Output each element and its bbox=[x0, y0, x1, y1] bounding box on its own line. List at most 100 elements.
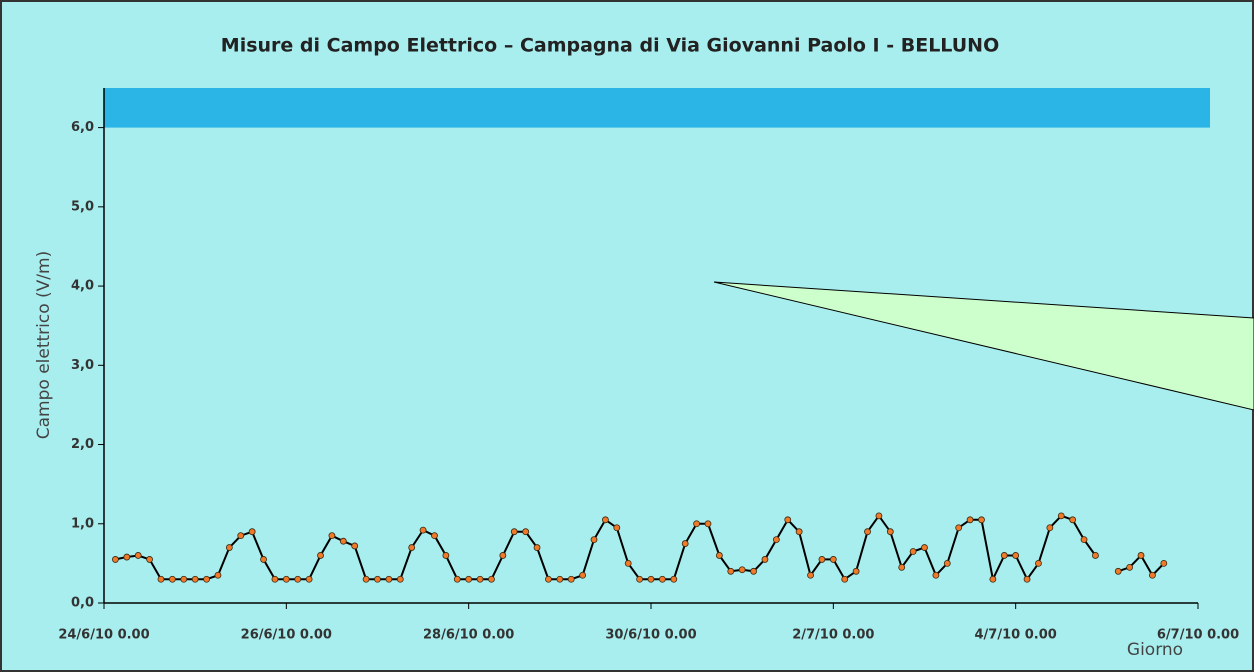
data-point bbox=[454, 576, 460, 582]
data-point bbox=[124, 554, 130, 560]
data-point bbox=[910, 549, 916, 555]
data-point bbox=[226, 545, 232, 551]
data-point bbox=[488, 576, 494, 582]
data-point bbox=[580, 572, 586, 578]
x-tick-label: 26/6/10 0.00 bbox=[241, 628, 332, 643]
data-point bbox=[1127, 564, 1133, 570]
chart-title: Misure di Campo Elettrico – Campagna di … bbox=[221, 35, 999, 57]
data-point bbox=[978, 517, 984, 523]
chart: Misure di Campo Elettrico – Campagna di … bbox=[0, 0, 1254, 672]
data-point bbox=[648, 576, 654, 582]
data-point bbox=[135, 552, 141, 558]
limit-band bbox=[104, 88, 1210, 128]
y-tick-label: 0,0 bbox=[71, 596, 94, 611]
data-point bbox=[523, 529, 529, 535]
data-point bbox=[1161, 560, 1167, 566]
data-point bbox=[568, 576, 574, 582]
x-tick-label: 2/7/10 0.00 bbox=[792, 628, 874, 643]
data-point bbox=[420, 527, 426, 533]
data-point bbox=[1024, 576, 1030, 582]
data-point bbox=[967, 517, 973, 523]
x-tick-label: 30/6/10 0.00 bbox=[605, 628, 696, 643]
data-point bbox=[147, 556, 153, 562]
data-point bbox=[238, 533, 244, 539]
data-point bbox=[956, 525, 962, 531]
data-point bbox=[283, 576, 289, 582]
data-point bbox=[625, 560, 631, 566]
data-point bbox=[671, 576, 677, 582]
data-point bbox=[899, 564, 905, 570]
y-tick-label: 2,0 bbox=[71, 437, 94, 452]
data-point bbox=[876, 513, 882, 519]
data-point bbox=[1115, 568, 1121, 574]
data-point bbox=[158, 576, 164, 582]
data-point bbox=[352, 543, 358, 549]
data-point bbox=[511, 529, 517, 535]
data-point bbox=[204, 576, 210, 582]
data-point bbox=[306, 576, 312, 582]
data-point bbox=[181, 576, 187, 582]
data-point bbox=[363, 576, 369, 582]
data-point bbox=[386, 576, 392, 582]
data-point bbox=[1058, 513, 1064, 519]
data-point bbox=[169, 576, 175, 582]
y-tick-label: 1,0 bbox=[71, 516, 94, 531]
data-point bbox=[295, 576, 301, 582]
data-point bbox=[112, 556, 118, 562]
data-point bbox=[431, 533, 437, 539]
data-point bbox=[318, 552, 324, 558]
data-point bbox=[272, 576, 278, 582]
data-point bbox=[261, 556, 267, 562]
data-point bbox=[751, 568, 757, 574]
data-point bbox=[819, 556, 825, 562]
data-point bbox=[1092, 552, 1098, 558]
y-tick-label: 5,0 bbox=[71, 199, 94, 214]
data-point bbox=[534, 545, 540, 551]
data-point bbox=[990, 576, 996, 582]
data-point bbox=[602, 517, 608, 523]
data-point bbox=[443, 552, 449, 558]
data-point bbox=[762, 556, 768, 562]
data-point bbox=[500, 552, 506, 558]
data-point bbox=[773, 537, 779, 543]
data-point bbox=[1035, 560, 1041, 566]
data-point bbox=[329, 533, 335, 539]
y-tick-label: 6,0 bbox=[71, 120, 94, 135]
data-point bbox=[1081, 537, 1087, 543]
data-point bbox=[614, 525, 620, 531]
y-axis-label: Campo elettrico (V/m) bbox=[34, 251, 54, 439]
data-point bbox=[477, 576, 483, 582]
data-point bbox=[705, 521, 711, 527]
y-tick-label: 4,0 bbox=[71, 279, 94, 294]
data-point bbox=[192, 576, 198, 582]
data-point bbox=[944, 560, 950, 566]
data-point bbox=[933, 572, 939, 578]
data-point bbox=[739, 567, 745, 573]
data-point bbox=[1149, 572, 1155, 578]
x-tick-label: 24/6/10 0.00 bbox=[58, 628, 149, 643]
data-point bbox=[375, 576, 381, 582]
data-point bbox=[796, 529, 802, 535]
data-point bbox=[466, 576, 472, 582]
x-tick-label: 6/7/10 0.00 bbox=[1157, 628, 1239, 643]
data-point bbox=[694, 521, 700, 527]
data-point bbox=[1070, 517, 1076, 523]
data-point bbox=[1047, 525, 1053, 531]
data-point bbox=[659, 576, 665, 582]
x-axis-label: Giorno bbox=[1127, 640, 1183, 660]
data-point bbox=[785, 517, 791, 523]
data-point bbox=[728, 568, 734, 574]
data-point bbox=[545, 576, 551, 582]
data-point bbox=[397, 576, 403, 582]
data-point bbox=[808, 572, 814, 578]
y-tick-label: 3,0 bbox=[71, 358, 94, 373]
data-point bbox=[1013, 552, 1019, 558]
data-point bbox=[1001, 552, 1007, 558]
data-point bbox=[842, 576, 848, 582]
data-point bbox=[922, 545, 928, 551]
data-point bbox=[249, 529, 255, 535]
data-point bbox=[865, 529, 871, 535]
data-point bbox=[682, 541, 688, 547]
data-point bbox=[887, 529, 893, 535]
data-point bbox=[716, 552, 722, 558]
